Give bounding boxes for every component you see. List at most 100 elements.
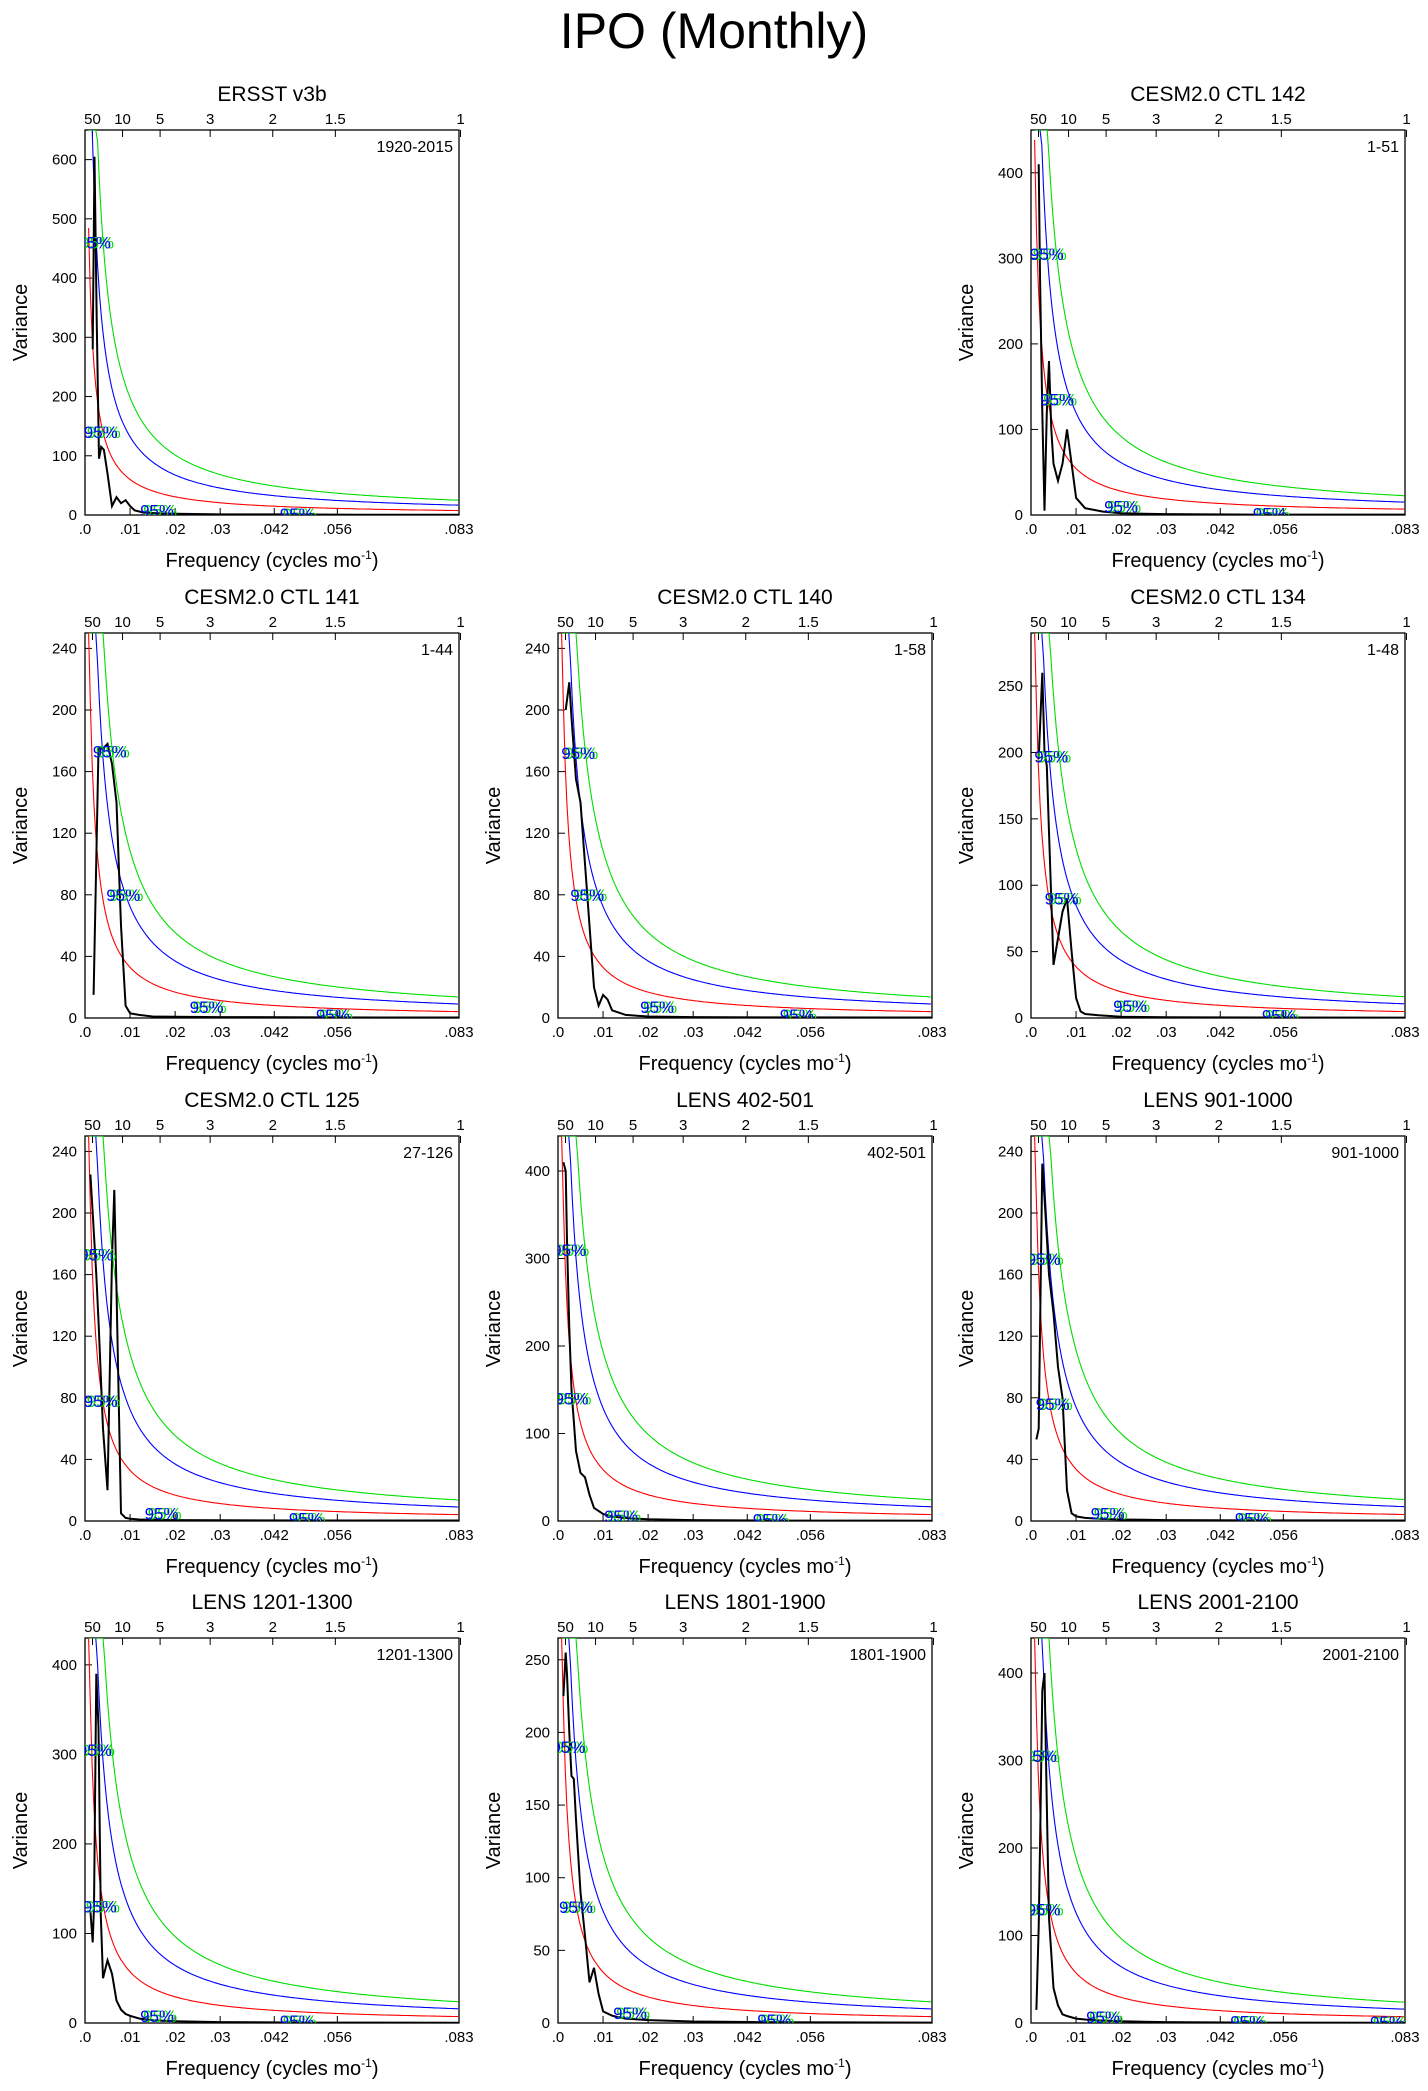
conf99-label: 95% bbox=[1233, 2012, 1267, 2031]
x-tick-label: .042 bbox=[260, 521, 289, 538]
spectrum-line bbox=[564, 682, 932, 1018]
y-tick-label: 80 bbox=[533, 887, 550, 904]
panel-title: ERSST v3b bbox=[217, 83, 326, 106]
period-tick-label: 1.5 bbox=[798, 1619, 819, 1636]
period-tick-label: 1 bbox=[1402, 1619, 1410, 1636]
y-tick-label: 80 bbox=[1006, 1390, 1023, 1407]
x-tick-label: .083 bbox=[917, 1527, 946, 1544]
conf95-label: 95% bbox=[83, 1898, 117, 1917]
x-tick-label: .03 bbox=[210, 1527, 231, 1544]
conf95-line bbox=[561, 1136, 932, 1508]
y-tick-label: 240 bbox=[998, 1143, 1023, 1160]
conf99-label: 95% bbox=[143, 501, 177, 520]
conf95-label: 95% bbox=[1370, 2013, 1404, 2032]
y-axis-label: Variance bbox=[483, 1792, 505, 1869]
y-tick-label: 500 bbox=[52, 211, 77, 228]
period-tick-label: 2 bbox=[1215, 1619, 1223, 1636]
x-tick-label: .0 bbox=[1025, 1024, 1038, 1041]
period-tick-label: 1 bbox=[929, 614, 937, 631]
period-label: 1201-1300 bbox=[376, 1647, 453, 1664]
x-tick-label: .083 bbox=[917, 2029, 946, 2046]
y-tick-label: 200 bbox=[525, 1338, 550, 1355]
plot-frame bbox=[84, 129, 460, 516]
plot-frame bbox=[557, 1135, 933, 1522]
y-tick-label: 100 bbox=[998, 877, 1023, 894]
conf95-label: 95% bbox=[84, 423, 118, 442]
x-tick-label: .01 bbox=[593, 1527, 614, 1544]
period-tick-label: 2 bbox=[742, 614, 750, 631]
spectrum-line bbox=[1037, 164, 1405, 515]
conf99-label: 95% bbox=[1094, 1504, 1128, 1523]
x-tick-label: .083 bbox=[1390, 1024, 1419, 1041]
x-tick-label: .03 bbox=[683, 1527, 704, 1544]
x-tick-label: .02 bbox=[165, 521, 186, 538]
panel-title: CESM2.0 CTL 134 bbox=[1130, 586, 1306, 609]
panel-2: CESM2.0 CTL 142 1-51 .0 .01 .02 .03 .042 .056 .0… bbox=[956, 83, 1420, 572]
y-tick-label: 400 bbox=[998, 1665, 1023, 1682]
period-tick-label: 5 bbox=[629, 1117, 637, 1134]
period-tick-label: 50 bbox=[1030, 1619, 1047, 1636]
period-tick-label: 3 bbox=[206, 111, 214, 128]
period-tick-label: 2 bbox=[1215, 1117, 1223, 1134]
conf95-line bbox=[1034, 130, 1405, 503]
x-tick-label: .056 bbox=[796, 1527, 825, 1544]
conf99-label: 95% bbox=[1089, 2008, 1123, 2027]
period-label: 901-1000 bbox=[1331, 1145, 1399, 1162]
conf95-line bbox=[1034, 1136, 1405, 1508]
period-tick-label: 1.5 bbox=[325, 1619, 346, 1636]
x-tick-label: .056 bbox=[796, 1024, 825, 1041]
period-tick-label: 10 bbox=[587, 1619, 604, 1636]
y-tick-label: 120 bbox=[52, 1328, 77, 1345]
panel-title: CESM2.0 CTL 142 bbox=[1130, 83, 1305, 106]
x-axis-label: Frequency (cycles mo-1) bbox=[166, 1554, 379, 1578]
red-noise-line bbox=[1034, 139, 1405, 510]
x-axis-label: Frequency (cycles mo-1) bbox=[166, 2056, 379, 2080]
y-axis-label: Variance bbox=[956, 1290, 978, 1367]
period-tick-label: 50 bbox=[84, 614, 101, 631]
y-tick-label: 100 bbox=[998, 1928, 1023, 1945]
panel-title: LENS 901-1000 bbox=[1143, 1089, 1292, 1112]
panel-11: LENS 2001-2100 2001-2100 .0 .01 .02 .03 .042 .0… bbox=[956, 1591, 1420, 2080]
period-label: 2001-2100 bbox=[1322, 1647, 1399, 1664]
period-tick-label: 50 bbox=[557, 1117, 574, 1134]
period-tick-label: 5 bbox=[1102, 111, 1110, 128]
period-label: 1920-2015 bbox=[376, 139, 453, 156]
period-tick-label: 3 bbox=[679, 1619, 687, 1636]
panel-title: CESM2.0 CTL 125 bbox=[184, 1089, 359, 1112]
y-tick-label: 200 bbox=[998, 1840, 1023, 1857]
period-tick-label: 5 bbox=[156, 1619, 164, 1636]
y-tick-label: 200 bbox=[52, 702, 77, 719]
period-tick-label: 3 bbox=[1152, 1619, 1160, 1636]
x-axis-label: Frequency (cycles mo-1) bbox=[1112, 1051, 1325, 1075]
spectrum-line bbox=[1035, 1163, 1405, 1521]
period-tick-label: 10 bbox=[1060, 1619, 1077, 1636]
panel-5: CESM2.0 CTL 134 1-48 .0 .01 .02 .03 .042 .056 .0… bbox=[956, 586, 1420, 1075]
plot-frame bbox=[557, 1637, 933, 2024]
conf99-label: 95% bbox=[283, 2012, 317, 2031]
x-axis-label: Frequency (cycles mo-1) bbox=[639, 2056, 852, 2080]
panel-title: LENS 402-501 bbox=[676, 1089, 814, 1112]
x-tick-label: .083 bbox=[444, 521, 473, 538]
conf99-label: 95% bbox=[82, 1246, 116, 1265]
y-tick-label: 0 bbox=[69, 1010, 77, 1027]
x-tick-label: .0 bbox=[79, 1024, 92, 1041]
x-axis-label: Frequency (cycles mo-1) bbox=[166, 1051, 379, 1075]
x-tick-label: .0 bbox=[1025, 2029, 1038, 2046]
y-tick-label: 400 bbox=[52, 1657, 77, 1674]
x-tick-label: .056 bbox=[1269, 1024, 1298, 1041]
period-tick-label: 3 bbox=[1152, 614, 1160, 631]
conf95-label: 95% bbox=[1034, 747, 1068, 766]
y-tick-label: 0 bbox=[1015, 2015, 1023, 2032]
plot-area: 95%95%95%95%95%95% 95%95% bbox=[561, 633, 932, 1018]
x-tick-label: .042 bbox=[733, 2029, 762, 2046]
plot-frame bbox=[1030, 632, 1406, 1019]
y-tick-label: 300 bbox=[52, 329, 77, 346]
y-axis-label: Variance bbox=[10, 1792, 32, 1869]
y-tick-label: 240 bbox=[52, 1143, 77, 1160]
conf95-label: 95% bbox=[640, 998, 674, 1017]
conf95-label: 95% bbox=[1036, 1395, 1070, 1414]
x-tick-label: .03 bbox=[1156, 1024, 1177, 1041]
y-axis-label: Variance bbox=[483, 787, 505, 864]
x-tick-label: .02 bbox=[638, 2029, 659, 2046]
plot-area: 95%95%95%95%95%95% 95%95% bbox=[82, 1136, 459, 1521]
